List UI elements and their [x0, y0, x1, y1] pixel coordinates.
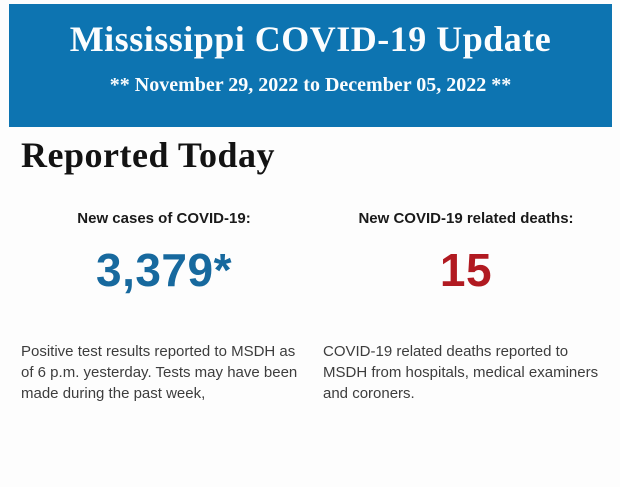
cases-column: New cases of COVID-19: 3,379* Positive t… [21, 210, 307, 404]
stats-columns: New cases of COVID-19: 3,379* Positive t… [21, 210, 609, 404]
report-section: Reported Today New cases of COVID-19: 3,… [0, 127, 620, 404]
deaths-description: COVID-19 related deaths reported to MSDH… [323, 343, 599, 402]
deaths-label: New COVID-19 related deaths: [358, 210, 574, 227]
deaths-value: 15 [439, 244, 493, 296]
deaths-column: New COVID-19 related deaths: 15 COVID-19… [323, 210, 609, 404]
page-title: Mississippi COVID-19 Update [69, 19, 552, 59]
cases-description: Positive test results reported to MSDH a… [21, 343, 298, 402]
section-heading: Reported Today [21, 135, 276, 175]
header-banner: Mississippi COVID-19 Update ** November … [9, 4, 612, 127]
page: { "header": { "title": "Mississippi COVI… [0, 4, 620, 487]
cases-value: 3,379* [95, 244, 232, 296]
cases-label: New cases of COVID-19: [77, 210, 251, 227]
date-range: ** November 29, 2022 to December 05, 202… [109, 74, 512, 96]
